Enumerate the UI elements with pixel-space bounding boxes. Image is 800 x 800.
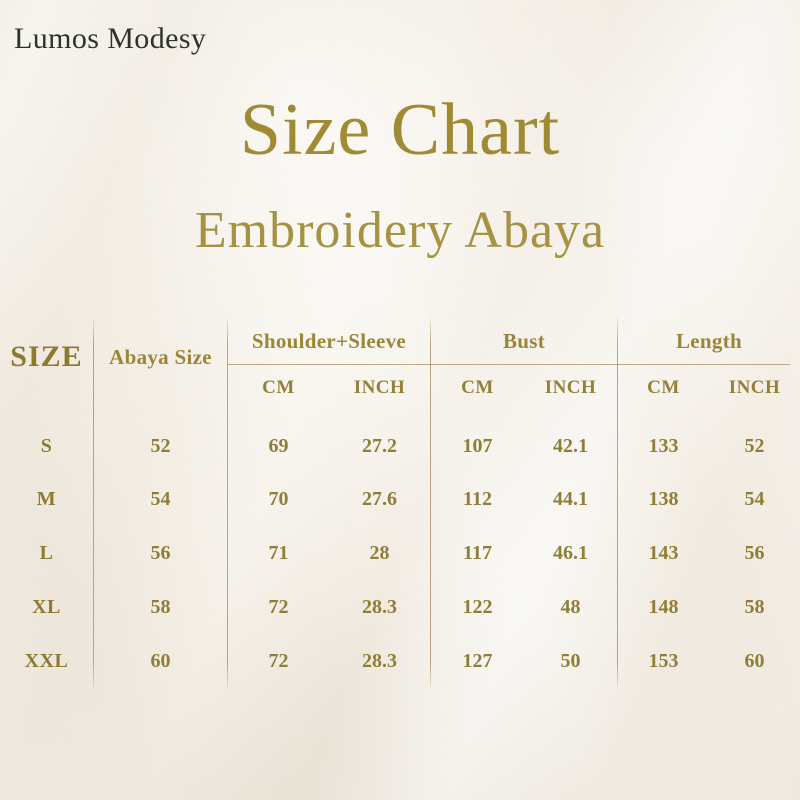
brand-logo: Lumos Modesy	[14, 22, 207, 55]
size-table: SIZE Abaya Size Shoulder+Sleeve Bust Len…	[0, 316, 800, 688]
table-row: 27.2	[362, 434, 397, 457]
header-size: SIZE	[10, 340, 83, 373]
header-abaya-size: Abaya Size	[109, 344, 212, 369]
divider-abaya-shoulder	[227, 318, 228, 688]
header-group-length: Length	[676, 328, 742, 353]
table-row: 52	[744, 434, 765, 457]
table-row: 28.3	[362, 595, 397, 618]
table-row: 56	[150, 541, 171, 564]
table-row: 148	[648, 595, 679, 618]
page-title: Size Chart	[239, 89, 561, 171]
header-unit-bust-cm: CM	[461, 377, 494, 398]
table-row: 28	[369, 541, 390, 564]
header-group-shoulder-sleeve: Shoulder+Sleeve	[251, 328, 407, 353]
table-row: XXL	[24, 649, 69, 672]
table-row: 54	[744, 487, 765, 510]
table-row: 44.1	[553, 487, 588, 510]
table-row: 58	[150, 595, 171, 618]
table-row: XL	[32, 595, 61, 618]
header-group-bust: Bust	[502, 328, 546, 353]
table-row: 27.6	[362, 487, 397, 510]
header-unit-shoulder-cm: CM	[262, 377, 295, 398]
header-unit-length-cm: CM	[647, 377, 680, 398]
header-unit-bust-inch: INCH	[544, 377, 597, 398]
table-row: 72	[268, 595, 289, 618]
divider-size-abaya	[93, 318, 94, 688]
table-row: 138	[648, 487, 679, 510]
group-header-rule	[228, 364, 790, 365]
table-row: 127	[462, 649, 493, 672]
table-row: 69	[268, 434, 289, 457]
table-row: 42.1	[553, 434, 588, 457]
page-subtitle: Embroidery Abaya	[194, 202, 606, 259]
divider-bust-length	[617, 318, 618, 688]
table-row: 46.1	[553, 541, 588, 564]
table-row: 60	[744, 649, 765, 672]
table-row: 54	[150, 487, 171, 510]
table-row: S	[40, 434, 53, 457]
table-row: M	[36, 487, 57, 510]
table-row: 48	[560, 595, 581, 618]
table-row: 56	[744, 541, 765, 564]
table-row: 50	[560, 649, 581, 672]
header-unit-shoulder-inch: INCH	[353, 377, 406, 398]
table-row: 58	[744, 595, 765, 618]
table-row: 72	[268, 649, 289, 672]
table-row: 117	[463, 541, 492, 564]
table-row: 143	[648, 541, 679, 564]
table-row: 28.3	[362, 649, 397, 672]
table-row: 70	[268, 487, 289, 510]
header-unit-length-inch: INCH	[728, 377, 781, 398]
table-row: L	[39, 541, 54, 564]
table-row: 133	[648, 434, 679, 457]
table-row: 52	[150, 434, 171, 457]
table-row: 112	[463, 487, 492, 510]
table-row: 71	[268, 541, 289, 564]
table-row: 107	[462, 434, 493, 457]
divider-shoulder-bust	[430, 318, 431, 688]
table-row: 122	[462, 595, 493, 618]
table-row: 153	[648, 649, 679, 672]
table-row: 60	[150, 649, 171, 672]
